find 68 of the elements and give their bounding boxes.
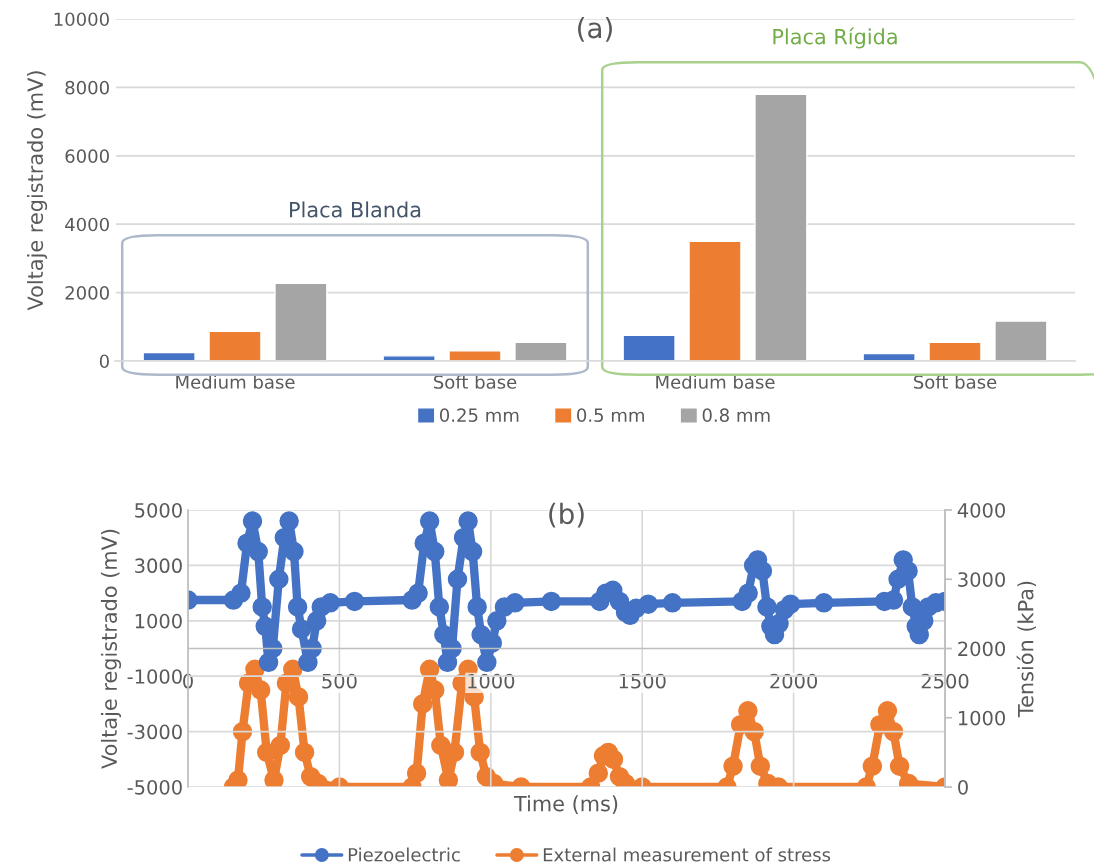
- point: [744, 721, 764, 742]
- annotation: Placa Rígida: [773, 27, 897, 49]
- y-tick-label: 5000: [135, 502, 182, 518]
- point: [438, 770, 459, 787]
- x-tick-label: Soft base: [433, 374, 517, 389]
- point: [588, 763, 609, 783]
- point: [288, 687, 309, 707]
- y-tick-label: -3000: [127, 724, 182, 740]
- point: [750, 756, 771, 776]
- y2-tick-label: 2000: [958, 641, 1005, 657]
- bar: [928, 341, 982, 361]
- point: [883, 721, 904, 742]
- x-tick-label: 0: [183, 673, 193, 689]
- point: [228, 770, 248, 787]
- point: [406, 763, 427, 783]
- y2-tick-label: 4000: [957, 502, 1005, 518]
- point: [738, 701, 758, 721]
- y-axis-title: Voltaje registrado (mV): [26, 71, 48, 311]
- y-tick-label: 4000: [65, 217, 109, 232]
- x-tick-label: Medium base: [656, 374, 775, 389]
- x-tick-label: Medium base: [176, 374, 295, 389]
- point: [294, 742, 315, 763]
- point: [470, 742, 490, 763]
- point: [889, 756, 910, 776]
- y-tick-label: 8000: [65, 80, 109, 95]
- bar: [448, 350, 502, 361]
- x-tick-label: 2500: [921, 673, 969, 689]
- bar: [688, 240, 742, 361]
- point: [723, 756, 743, 776]
- y2-axis-title: Tensión (kPa): [1016, 581, 1036, 718]
- point: [862, 756, 883, 776]
- y-tick-label: 3000: [135, 558, 182, 574]
- y2-tick-label: 1000: [958, 710, 1005, 726]
- bar: [208, 330, 262, 361]
- point: [412, 694, 433, 714]
- legend-label: 0.25 mm: [439, 408, 519, 423]
- legend-label: 0.8 mm: [702, 408, 770, 423]
- point: [264, 770, 284, 787]
- legend-label: External measurement of stress: [543, 847, 831, 862]
- point: [270, 735, 291, 756]
- y-tick-label: 10000: [54, 12, 109, 27]
- x-axis-title: Time (ms): [513, 795, 618, 814]
- point: [232, 721, 253, 742]
- annotation: Placa Blanda: [290, 201, 421, 218]
- chart-title: (a): [578, 16, 612, 42]
- y2-tick-label: 0: [958, 779, 968, 795]
- bar: [514, 341, 568, 361]
- y-tick-label: -5000: [127, 779, 182, 795]
- y-axis-title: Voltaje registrado (mV): [100, 529, 122, 769]
- legend-label: 0.5 mm: [577, 408, 644, 423]
- bar: [994, 320, 1048, 361]
- y-tick-label: -1000: [127, 669, 182, 684]
- point: [603, 749, 624, 770]
- bar: [274, 282, 328, 361]
- point: [425, 680, 445, 700]
- y-tick-label: 1000: [135, 613, 182, 629]
- bar: [754, 93, 808, 361]
- y-tick-label: 2000: [65, 286, 109, 300]
- bar: [622, 334, 676, 361]
- chart-title: (b): [549, 502, 584, 528]
- legend-label: Piezoelectric: [348, 847, 460, 862]
- y2-tick-label: 3000: [958, 572, 1005, 587]
- point: [877, 701, 898, 721]
- point: [444, 742, 465, 763]
- x-tick-label: Soft base: [913, 374, 997, 389]
- y-tick-label: 6000: [65, 149, 109, 163]
- point: [250, 680, 271, 700]
- y-tick-label: 0: [99, 354, 109, 369]
